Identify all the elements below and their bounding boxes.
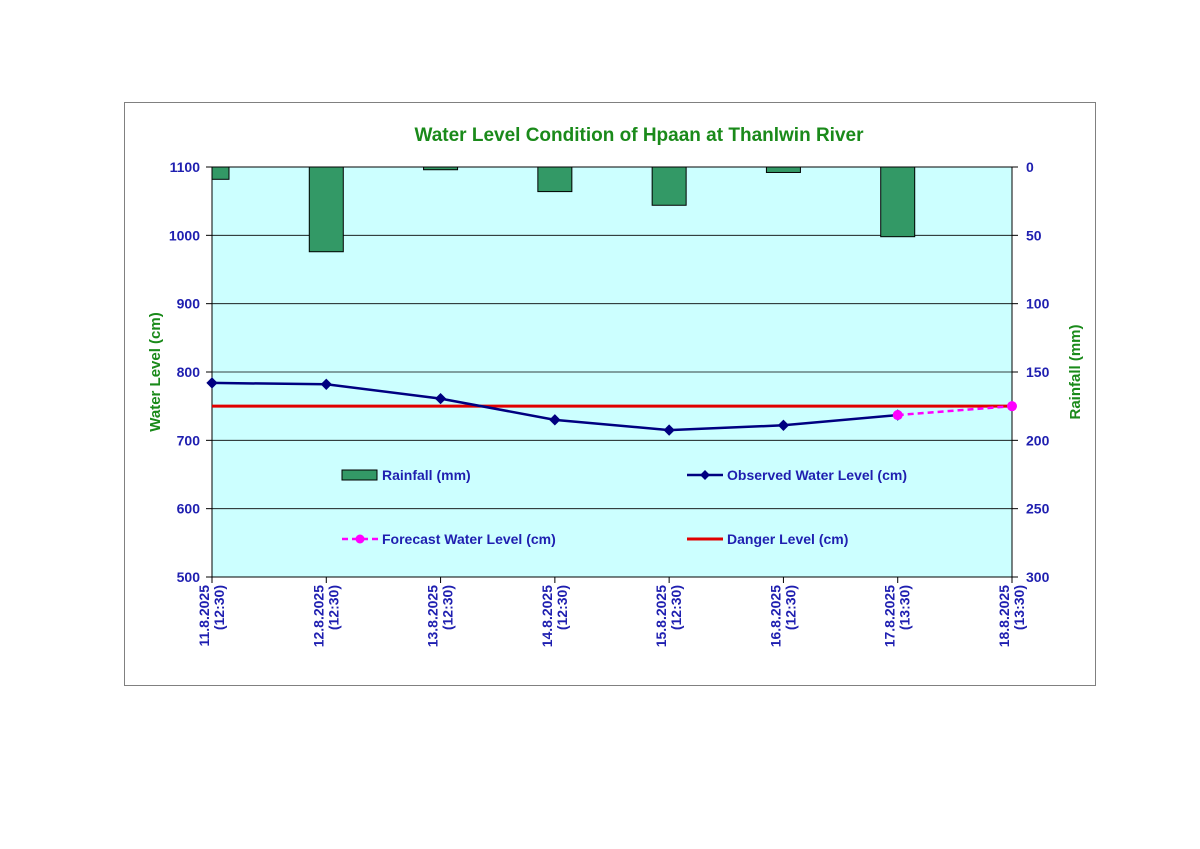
legend-danger-label: Danger Level (cm) (727, 531, 848, 547)
rainfall-bar (651, 166, 687, 206)
legend-rainfall-label: Rainfall (mm) (382, 467, 471, 483)
legend-observed-marker (700, 470, 710, 480)
x-tick-label-line: (12:30) (554, 585, 570, 630)
observed-water-level-point (206, 377, 218, 389)
left-tick-label: 900 (177, 296, 201, 312)
x-tick-label-line: 12.8.2025 (310, 585, 326, 647)
rainfall-bar (211, 166, 230, 180)
x-tick-label-line: (13:30) (1011, 585, 1027, 630)
observed-water-level-point (663, 424, 675, 436)
right-tick-label: 200 (1026, 432, 1050, 448)
x-tick-label-line: (12:30) (668, 585, 684, 630)
x-tick-label-line: 17.8.2025 (882, 585, 898, 647)
forecast-water-level-point (1007, 401, 1017, 412)
x-tick-label-line: (12:30) (211, 585, 227, 630)
left-tick-label: 600 (177, 501, 201, 517)
rainfall-bar (423, 166, 459, 171)
x-tick-label-line: 16.8.2025 (767, 585, 783, 647)
x-tick-label-line: (12:30) (325, 585, 341, 630)
left-tick-label: 700 (177, 432, 201, 448)
x-tick-label-line: 14.8.2025 (539, 585, 555, 647)
observed-water-level-point (320, 378, 332, 390)
left-tick-label: 800 (177, 364, 201, 380)
right-tick-label: 100 (1026, 296, 1050, 312)
x-tick-label-line: (12:30) (440, 585, 456, 630)
x-tick-label: 13.8.2025 (12:30) (425, 585, 456, 647)
x-tick-label: 12.8.2025 (12:30) (310, 585, 341, 647)
x-tick-label: 17.8.2025 (13:30) (882, 585, 913, 647)
right-axis-title: Rainfall (mm) (1067, 324, 1084, 419)
chart-title: Water Level Condition of Hpaan at Thanlw… (414, 125, 864, 146)
observed-water-level-point (777, 419, 790, 431)
x-tick-label: 11.8.2025 (12:30) (196, 585, 227, 647)
x-tick-label-line: 13.8.2025 (425, 585, 441, 647)
x-tick-label-line: (13:30) (897, 585, 913, 630)
observed-water-level-point (549, 414, 561, 426)
legend-rainfall-swatch (341, 469, 378, 481)
right-tick-label: 50 (1026, 227, 1042, 243)
x-tick-label: 18.8.2025 (13:30) (996, 585, 1027, 647)
left-tick-label: 1000 (169, 227, 200, 243)
left-tick-label: 500 (177, 569, 201, 585)
rainfall-bar (765, 166, 801, 173)
x-tick-label-line: 18.8.2025 (996, 585, 1012, 647)
forecast-water-level-line (897, 404, 1013, 417)
left-axis-title: Water Level (cm) (147, 312, 164, 431)
rainfall-bar (537, 166, 573, 193)
forecast-water-level-point (892, 410, 903, 421)
legend-forecast-marker (355, 534, 365, 544)
right-tick-label: 250 (1026, 501, 1050, 517)
rainfall-bar (880, 166, 916, 238)
legend-forecast-label: Forecast Water Level (cm) (382, 531, 556, 547)
x-tick-label-line: 11.8.2025 (196, 585, 212, 647)
right-tick-label: 0 (1026, 159, 1034, 175)
observed-water-level-point (434, 392, 447, 405)
x-tick-label: 16.8.2025 (12:30) (767, 585, 798, 647)
x-tick-label: 15.8.2025 (12:30) (653, 585, 684, 647)
x-tick-label: 14.8.2025 (12:30) (539, 585, 570, 647)
right-tick-label: 300 (1026, 569, 1050, 585)
left-tick-label: 1100 (170, 159, 201, 175)
legend-observed-label: Observed Water Level (cm) (727, 467, 907, 483)
rainfall-bar (308, 166, 344, 253)
right-tick-label: 150 (1026, 364, 1050, 380)
x-tick-label-line: (12:30) (782, 585, 798, 630)
x-tick-label-line: 15.8.2025 (653, 585, 669, 647)
